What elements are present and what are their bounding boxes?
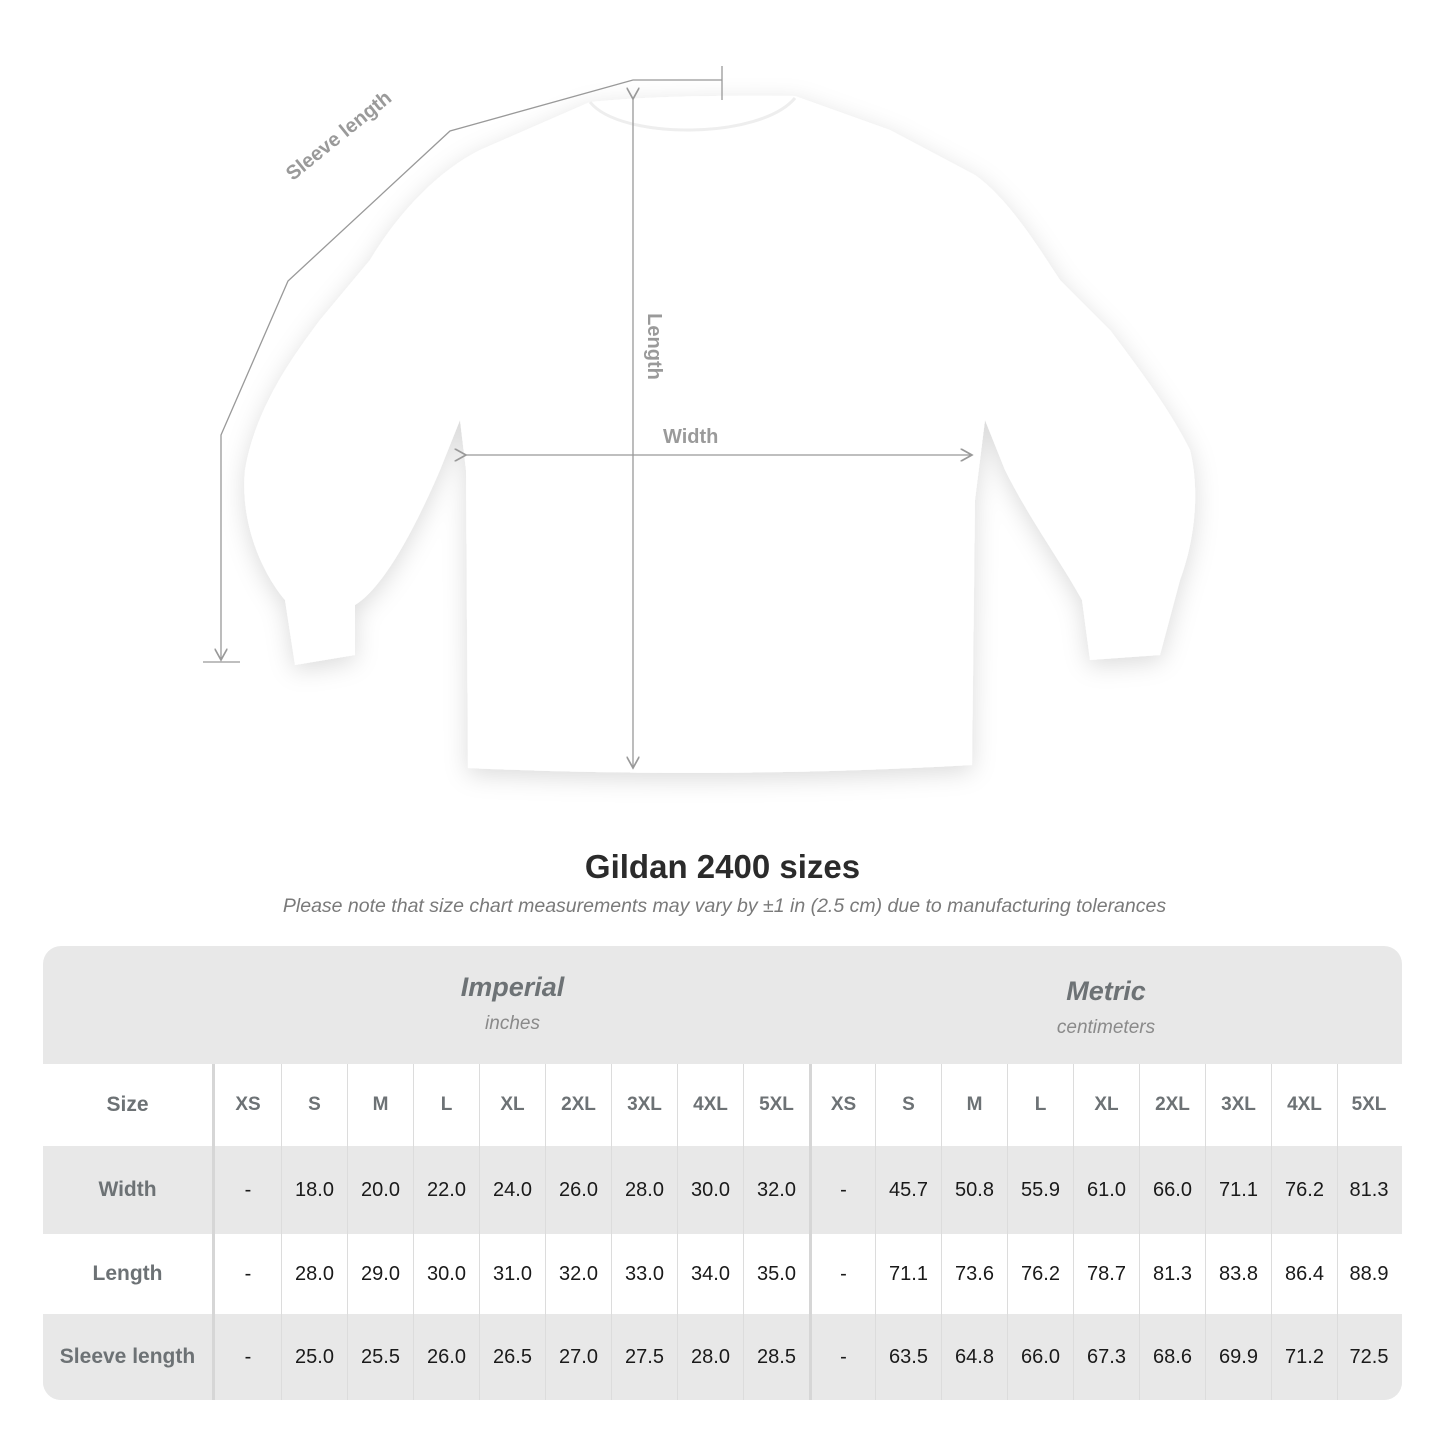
- metric-value-cell: 73.6: [941, 1234, 1007, 1314]
- imperial-value-cell: 34.0: [677, 1234, 743, 1314]
- row-label: Width: [43, 1146, 215, 1234]
- imperial-value-cell: 30.0: [677, 1146, 743, 1234]
- metric-value-cell: 86.4: [1271, 1234, 1337, 1314]
- imperial-value-cell: 26.0: [413, 1314, 479, 1400]
- metric-value-cell: 67.3: [1073, 1314, 1139, 1400]
- metric-value-cell: 50.8: [941, 1146, 1007, 1234]
- metric-size-header: L: [1007, 1064, 1073, 1146]
- metric-value-cell: 88.9: [1337, 1234, 1400, 1314]
- imperial-value-cell: -: [244, 1345, 252, 1368]
- imperial-size-header: S: [281, 1064, 347, 1146]
- imperial-value-cell: 29.0: [347, 1234, 413, 1314]
- imperial-size-header: 3XL: [611, 1064, 677, 1146]
- imperial-size-header: M: [347, 1064, 413, 1146]
- width-label: Width: [663, 426, 719, 448]
- metric-value-cell: 71.1: [1205, 1146, 1271, 1234]
- page-title: Gildan 2400 sizes: [584, 848, 861, 885]
- neckline: [588, 97, 797, 132]
- metric-value-cell: 76.2: [1007, 1234, 1073, 1314]
- table-row: Width -18.0 20.0 22.0 24.0 26.0 28.0 30.0 32.0-4…: [43, 1146, 1402, 1234]
- metric-size-header: M: [941, 1064, 1007, 1146]
- length-label: Length: [642, 313, 665, 380]
- metric-size-header: 3XL: [1205, 1064, 1271, 1146]
- long-sleeve-shirt-illustration: [203, 66, 1196, 773]
- imperial-value-cell: 28.0: [281, 1234, 347, 1314]
- imperial-value-cell: 28.5: [743, 1314, 809, 1400]
- metric-value-cell: 69.9: [1205, 1314, 1271, 1400]
- imperial-title: Imperial: [460, 972, 565, 1002]
- imperial-value-cell: 30.0: [413, 1234, 479, 1314]
- metric-value-cell: 81.3: [1337, 1146, 1400, 1234]
- imperial-value-cell: -: [244, 1262, 252, 1285]
- imperial-size-header: 2XL: [545, 1064, 611, 1146]
- imperial-unit: inches: [485, 1013, 540, 1034]
- metric-value-cell: 83.8: [1205, 1234, 1271, 1314]
- metric-value-cell: 81.3: [1139, 1234, 1205, 1314]
- metric-size-header: XL: [1073, 1064, 1139, 1146]
- metric-value-cell: 55.9: [1007, 1146, 1073, 1234]
- table-row: Sleeve length -25.0 25.5 26.0 26.5 27.0 27.5 28…: [43, 1314, 1402, 1400]
- imperial-value-cell: 31.0: [479, 1234, 545, 1314]
- metric-value-cell: 61.0: [1073, 1146, 1139, 1234]
- imperial-value-cell: 22.0: [413, 1146, 479, 1234]
- imperial-value-cell: 28.0: [611, 1146, 677, 1234]
- imperial-value-cell: 24.0: [479, 1146, 545, 1234]
- imperial-value-cell: 25.0: [281, 1314, 347, 1400]
- metric-title: Metric: [1066, 976, 1146, 1006]
- metric-value-cell: 66.0: [1139, 1146, 1205, 1234]
- imperial-value-cell: 26.5: [479, 1314, 545, 1400]
- metric-value-cell: -: [809, 1146, 875, 1234]
- imperial-value-cell: 32.0: [545, 1234, 611, 1314]
- metric-value-cell: 76.2: [1271, 1146, 1337, 1234]
- metric-value-cell: 71.2: [1271, 1314, 1337, 1400]
- metric-value-cell: 66.0: [1007, 1314, 1073, 1400]
- imperial-value-cell: 25.5: [347, 1314, 413, 1400]
- imperial-value-cell: 27.5: [611, 1314, 677, 1400]
- imperial-size-header: 4XL: [677, 1064, 743, 1146]
- metric-header: Metric centimeters: [810, 946, 1402, 1094]
- metric-value-cell: 71.1: [875, 1234, 941, 1314]
- metric-unit: centimeters: [1056, 1017, 1156, 1038]
- metric-value-cell: 78.7: [1073, 1234, 1139, 1314]
- imperial-value-cell: 32.0: [743, 1146, 809, 1234]
- metric-value-cell: 63.5: [875, 1314, 941, 1400]
- imperial-size-header: XS: [235, 1094, 261, 1115]
- imperial-size-header: XL: [479, 1064, 545, 1146]
- metric-value-cell: 64.8: [941, 1314, 1007, 1400]
- row-label: Sleeve length: [43, 1314, 215, 1400]
- imperial-header: Imperial inches: [215, 946, 810, 1090]
- imperial-value-cell: 35.0: [743, 1234, 809, 1314]
- imperial-value-cell: -: [244, 1178, 252, 1201]
- measurement-lines: [203, 66, 972, 768]
- shirt-body: [244, 95, 1196, 773]
- imperial-value-cell: 33.0: [611, 1234, 677, 1314]
- metric-size-header: XS: [809, 1064, 875, 1146]
- imperial-value-cell: 26.0: [545, 1146, 611, 1234]
- metric-value-cell: -: [809, 1314, 875, 1400]
- tolerance-note: Please note that size chart measurements…: [282, 895, 1167, 917]
- row-label: Length: [43, 1234, 215, 1314]
- metric-value-cell: 72.5: [1337, 1314, 1400, 1400]
- metric-value-cell: 45.7: [875, 1146, 941, 1234]
- metric-value-cell: -: [809, 1234, 875, 1314]
- metric-size-header: 5XL: [1337, 1064, 1400, 1146]
- imperial-size-header: L: [413, 1064, 479, 1146]
- imperial-value-cell: 20.0: [347, 1146, 413, 1234]
- table-row: Length -28.0 29.0 30.0 31.0 32.0 33.0 34.0 35.0-…: [43, 1234, 1402, 1314]
- size-table: Imperial inches Metric centimeters Size X…: [43, 946, 1402, 1400]
- imperial-value-cell: 28.0: [677, 1314, 743, 1400]
- sleeve-length-line: [221, 79, 722, 660]
- imperial-size-header: 5XL: [743, 1064, 809, 1146]
- imperial-value-cell: 18.0: [281, 1146, 347, 1234]
- size-header-row: Size XS S M L XL 2XL 3XL 4XL 5XL XS S M L XL 2XL 3XL 4XL 5…: [43, 1064, 1402, 1146]
- metric-size-header: 4XL: [1271, 1064, 1337, 1146]
- metric-value-cell: 68.6: [1139, 1314, 1205, 1400]
- metric-size-header: S: [875, 1064, 941, 1146]
- metric-size-header: 2XL: [1139, 1064, 1205, 1146]
- row-label: Size: [43, 1064, 215, 1146]
- imperial-value-cell: 27.0: [545, 1314, 611, 1400]
